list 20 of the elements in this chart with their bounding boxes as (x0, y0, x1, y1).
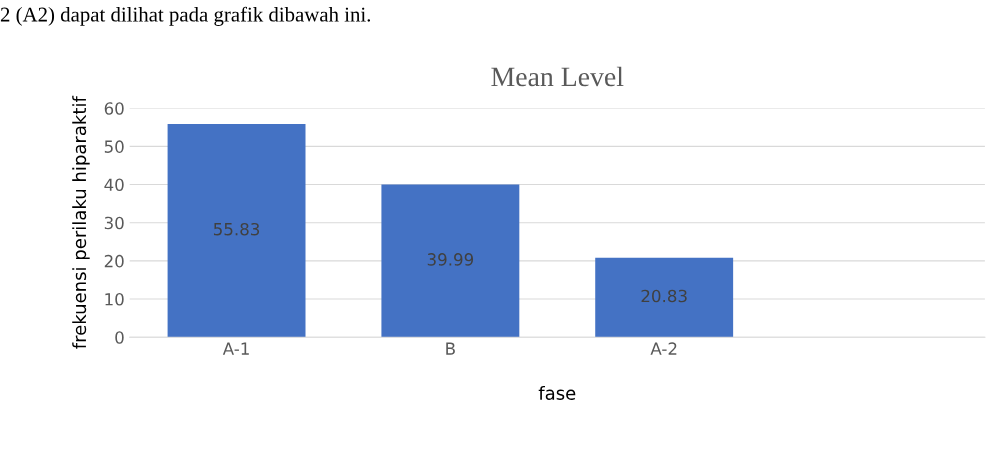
x-tick-label: A-1 (222, 342, 249, 355)
y-tick-label: 40 (104, 178, 124, 192)
data-label: 55.83 (213, 222, 260, 236)
chart-title: Mean Level (491, 66, 624, 87)
bar (167, 124, 306, 338)
y-tick-label: 20 (104, 254, 124, 268)
y-tick-label: 10 (105, 293, 124, 306)
data-label: 20.83 (641, 289, 687, 303)
y-tick-label: 60 (104, 102, 124, 115)
x-axis-title: fase (538, 385, 576, 400)
x-tick-label: B (446, 342, 455, 355)
x-tick-label: A-2 (650, 342, 677, 355)
bar (595, 257, 734, 338)
y-tick-label: 30 (104, 216, 124, 230)
y-tick-label: 50 (104, 140, 124, 153)
data-label: 39.99 (427, 253, 474, 266)
y-axis-title: frekuensi perilaku hiparaktif (72, 95, 90, 349)
bar (381, 184, 520, 338)
text: 2 (A2) dapat dilihat pada grafik dibawah ini. (0, 6, 371, 26)
y-tick-label: 0 (115, 331, 124, 344)
